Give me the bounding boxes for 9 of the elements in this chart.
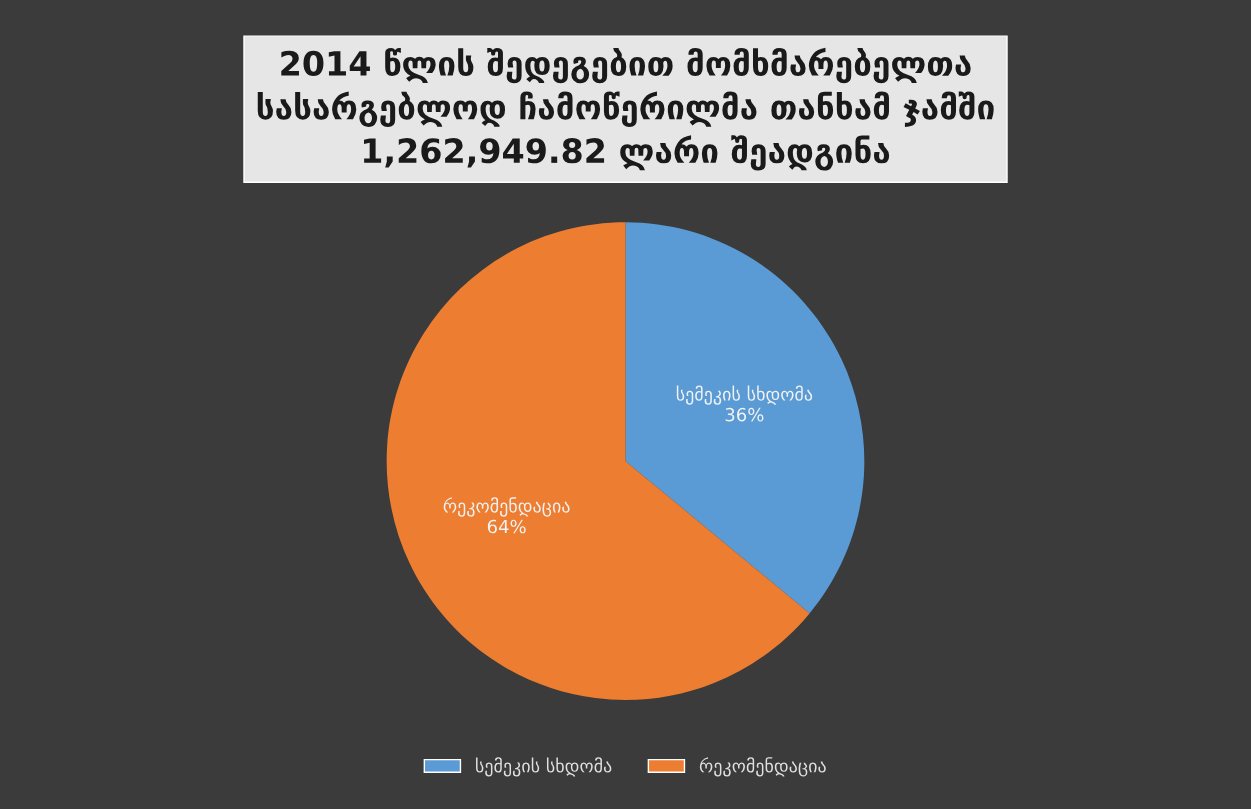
data-label: 36% bbox=[725, 407, 764, 422]
pie-slice bbox=[625, 222, 865, 614]
chart-title: 2014 წლის შედეგებით მომხმარებელთა სასარგებლოდ ჩამოწერილმა თანხამ ჯამში 1,262,949.82 ლარი შეადგინა bbox=[257, 47, 994, 171]
legend-label: რეკომენდაცია bbox=[699, 757, 826, 777]
slice-label: რეკომენდაცია bbox=[443, 497, 570, 517]
legend-label: სემეკის სხდომა bbox=[476, 757, 612, 777]
data-label: 64% bbox=[487, 519, 526, 534]
slice-label: სემეკის სხდომა bbox=[676, 385, 813, 405]
pie-slice bbox=[386, 222, 810, 700]
